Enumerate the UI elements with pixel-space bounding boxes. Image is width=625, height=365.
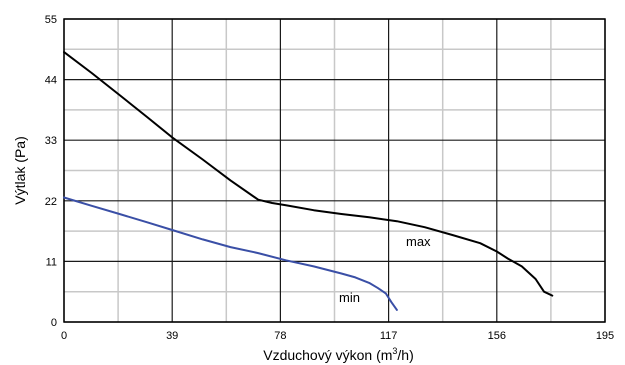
plot-frame [63,18,606,323]
series-label-min: min [339,290,360,305]
x-tick-label: 78 [274,330,286,342]
series-line-min [63,196,398,311]
series-layer [63,51,554,311]
x-tick-label: 156 [488,330,506,342]
x-tick-label: 117 [380,330,398,342]
x-axis-title-sup: 3 [392,346,397,356]
x-axis-title: Vzduchový výkon (m3/h) [263,346,414,363]
y-tick-label: 55 [45,14,57,26]
series-labels: max min [339,234,431,305]
x-tick-label: 0 [61,330,67,342]
minor-grid [64,19,605,322]
y-tick-label: 11 [46,256,57,268]
y-tick-label: 0 [51,317,57,329]
series-line-max [63,51,554,297]
x-tick-label: 195 [596,330,614,342]
y-tick-labels: 0 11 22 33 44 55 [45,14,57,329]
x-axis-title-end: /h) [397,347,413,363]
y-tick-label: 33 [45,135,57,147]
x-tick-labels: 0 39 78 117 156 195 [61,330,614,342]
series-label-max: max [406,234,431,249]
x-tick-label: 39 [166,330,178,342]
y-tick-label: 22 [45,196,57,208]
y-axis-title: Výtlak (Pa) [12,136,28,204]
y-tick-label: 44 [45,75,57,87]
x-axis-title-main: Vzduchový výkon (m [263,347,392,363]
